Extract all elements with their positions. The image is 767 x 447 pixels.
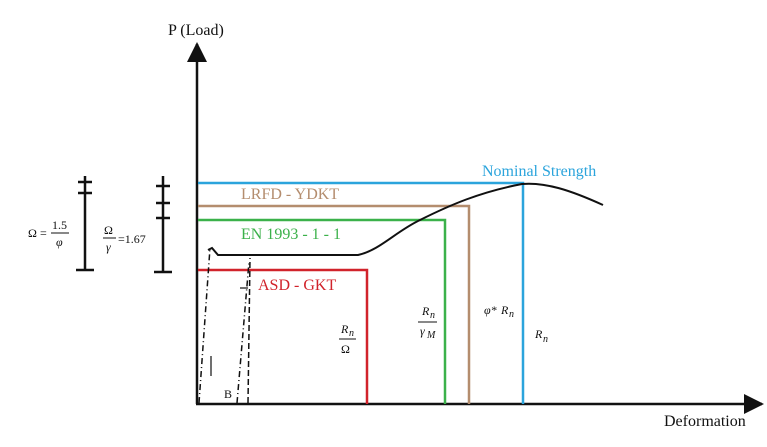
rn-over-omega: R n Ω [339,322,356,356]
denominator: γ [106,240,111,254]
sub: n [509,309,514,320]
base: R [340,322,349,336]
en-label: EN 1993 - 1 - 1 [241,226,341,243]
numerator: 1.5 [52,218,67,232]
denominator: γ [420,324,425,338]
denominator: φ [56,235,63,249]
asd-label: ASD - GKT [258,277,336,294]
prefix: φ* [484,303,497,317]
en-level [198,218,447,404]
denominator: Ω [341,342,350,356]
phi-rn: φ* R n [484,303,514,320]
unload-line-2 [247,257,251,404]
nominal-label: Nominal Strength [482,163,596,180]
y-axis-label: P (Load) [168,22,224,39]
omega-symbol: Ω [28,226,37,240]
value: =1.67 [118,232,146,246]
base: R [500,303,509,317]
omega-formula: Ω = 1.5 φ [28,218,69,249]
sub: n [349,328,354,339]
rn: R n [534,327,548,345]
numerator: Ω [104,223,113,237]
curve [207,182,604,256]
denominator-sub: M [426,330,436,341]
x-axis-label: Deformation [664,413,746,430]
point-label: B [224,387,232,401]
omega-gamma-formula: Ω γ =1.67 [103,223,146,254]
base: R [421,304,430,318]
asd-level [198,268,369,404]
sub: n [543,334,548,345]
safety-scale [76,176,172,274]
lrfd-label: LRFD - YDKT [241,186,339,203]
lrfd-level [198,204,471,404]
rn-over-gamma-m: R n γ M [418,304,437,341]
base: R [534,327,543,341]
equals: = [40,226,47,240]
sub: n [430,310,435,321]
unload-line [236,261,250,404]
